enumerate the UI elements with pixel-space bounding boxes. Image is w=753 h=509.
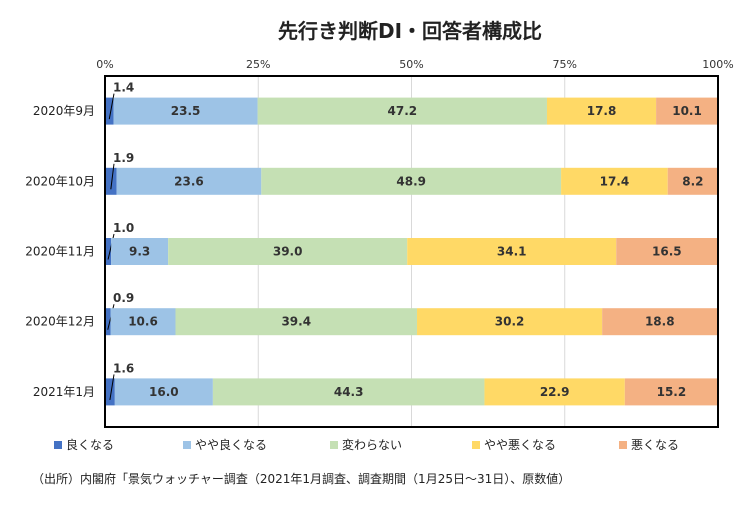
data-label: 10.6 xyxy=(128,315,158,329)
source-note: （出所）内閣府「景気ウォッチャー調査（2021年1月調査、調査期間（1月25日～… xyxy=(32,471,570,486)
category-label: 2020年12月 xyxy=(25,315,95,329)
bar-segment xyxy=(667,167,718,195)
category-labels: 2020年9月 2020年10月 2020年11月 2020年12月 2021年1月 xyxy=(25,104,95,399)
data-label: 30.2 xyxy=(495,315,525,329)
legend: 良くなる やや良くなる 変わらない やや悪くなる 悪くなる xyxy=(54,437,679,452)
x-axis-ticks: 0% 25% 50% 75% 100% xyxy=(96,58,733,71)
data-label: 15.2 xyxy=(657,385,687,399)
legend-swatch xyxy=(472,441,480,449)
bar-segment xyxy=(105,378,115,406)
bar-segment xyxy=(656,97,718,125)
plot-frame xyxy=(104,75,719,428)
data-label: 1.0 xyxy=(113,221,134,235)
data-label: 23.5 xyxy=(171,104,201,118)
data-label: 39.4 xyxy=(281,315,311,329)
bar-segment xyxy=(546,97,657,125)
x-tick-label: 50% xyxy=(399,58,423,71)
legend-label: 変わらない xyxy=(342,437,402,452)
data-label: 44.3 xyxy=(334,385,364,399)
leader-line xyxy=(110,163,115,190)
category-label: 2020年10月 xyxy=(25,174,95,188)
data-label: 23.6 xyxy=(174,174,204,188)
bar-segment xyxy=(602,308,718,336)
bar-segment xyxy=(561,167,668,195)
x-tick-label: 25% xyxy=(246,58,270,71)
data-label: 9.3 xyxy=(129,245,150,259)
data-label: 16.5 xyxy=(652,245,682,259)
data-label: 16.0 xyxy=(149,385,179,399)
bar-segment xyxy=(111,238,169,265)
x-tick-label: 0% xyxy=(96,58,113,71)
data-label: 1.9 xyxy=(113,151,134,165)
bar-segment xyxy=(116,167,262,195)
data-label: 8.2 xyxy=(682,174,703,188)
legend-swatch xyxy=(330,441,338,449)
bar-segment xyxy=(484,378,625,406)
legend-label: やや良くなる xyxy=(195,437,267,452)
category-label: 2020年9月 xyxy=(33,104,95,118)
category-label: 2020年11月 xyxy=(25,245,95,259)
data-label: 39.0 xyxy=(273,245,303,259)
bar-segment xyxy=(114,378,213,406)
bar-segment xyxy=(168,238,408,265)
data-label: 17.4 xyxy=(600,174,630,188)
leader-line xyxy=(109,374,115,400)
bar-segment xyxy=(105,308,111,336)
bar-segment xyxy=(257,97,547,125)
data-label: 22.9 xyxy=(540,385,570,399)
bar-segment xyxy=(624,378,718,406)
data-label: 48.9 xyxy=(396,174,426,188)
bar-segment xyxy=(110,308,176,336)
data-label: 1.4 xyxy=(113,81,134,95)
legend-swatch xyxy=(183,441,191,449)
bar-segment xyxy=(105,238,112,265)
data-label: 17.8 xyxy=(587,104,617,118)
legend-label: 悪くなる xyxy=(631,438,679,452)
bar-segment xyxy=(407,238,617,265)
x-tick-label: 100% xyxy=(702,58,733,71)
leader-line xyxy=(108,93,115,120)
data-label: 10.1 xyxy=(672,104,702,118)
chart-title: 先行き判断DI・回答者構成比 xyxy=(278,19,542,43)
data-label: 34.1 xyxy=(497,245,527,259)
legend-label: やや悪くなる xyxy=(484,438,556,452)
bar-segment xyxy=(105,167,117,195)
data-label: 1.6 xyxy=(113,361,134,375)
bar-segment xyxy=(105,97,114,125)
category-label: 2021年1月 xyxy=(33,385,95,399)
bar-segment xyxy=(417,308,603,336)
data-label: 0.9 xyxy=(113,291,134,305)
x-tick-label: 75% xyxy=(553,58,577,71)
data-label: 18.8 xyxy=(645,315,675,329)
bars: 1.4 23.5 47.2 17.8 10.1 1.9 23.6 48.9 17.4 8.2 1.0… xyxy=(105,81,718,406)
bar-segment xyxy=(261,167,562,195)
bar-segment xyxy=(175,308,418,336)
legend-label: 良くなる xyxy=(66,437,114,452)
bar-segment xyxy=(212,378,485,406)
bar-segment xyxy=(113,97,258,125)
bar-segment xyxy=(616,238,718,265)
data-label: 47.2 xyxy=(388,104,418,118)
legend-swatch xyxy=(619,441,627,449)
legend-swatch xyxy=(54,441,62,449)
